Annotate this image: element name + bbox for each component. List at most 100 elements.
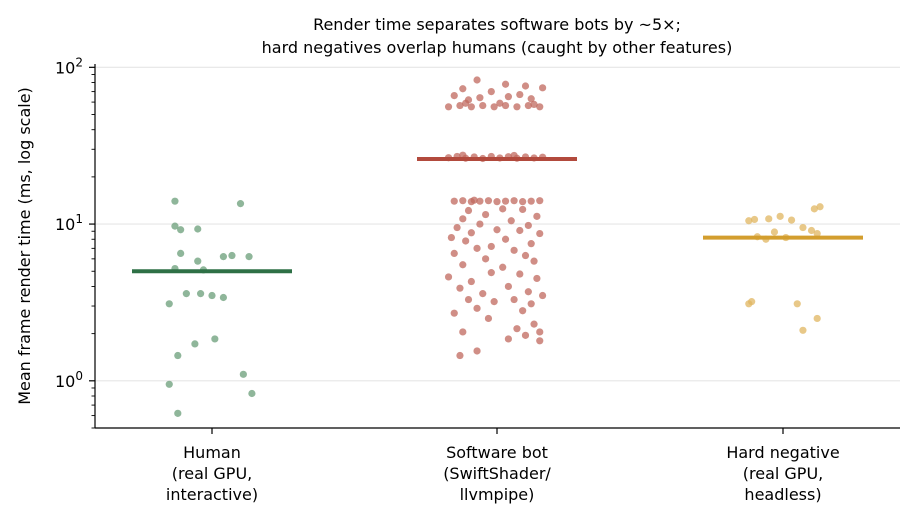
data-point [459, 151, 467, 159]
data-point [464, 295, 473, 304]
data-point [501, 197, 510, 205]
data-point [191, 340, 199, 348]
data-point [456, 351, 464, 360]
data-point [524, 288, 532, 296]
data-point [536, 229, 544, 238]
data-point [510, 295, 518, 304]
data-point [473, 347, 481, 355]
data-point [467, 277, 475, 286]
data-point [521, 251, 530, 260]
data-point [459, 85, 467, 93]
data-point [810, 205, 818, 213]
data-point [476, 197, 484, 205]
data-point [482, 255, 490, 263]
data-point [524, 101, 532, 110]
data-point [530, 100, 538, 109]
data-point [521, 331, 530, 339]
x-axis-category-labels: Human (real GPU, interactive) Software bot(… [166, 428, 840, 504]
data-point [239, 370, 247, 378]
data-point [487, 242, 495, 251]
data-point [459, 215, 467, 223]
data-point [504, 282, 512, 291]
data-point [501, 101, 510, 110]
data-point [447, 233, 455, 242]
data-point [487, 88, 495, 96]
data-point [807, 226, 816, 235]
data-point [527, 300, 535, 308]
data-point [745, 217, 753, 225]
y-axis-label: Mean frame render time (ms, log scale) [15, 87, 34, 405]
data-point [219, 293, 227, 302]
data-point [813, 229, 821, 238]
data-point [504, 93, 512, 101]
data-point [479, 290, 487, 298]
data-point [450, 92, 458, 100]
data-point [519, 307, 527, 315]
data-point [476, 220, 484, 228]
data-point [507, 217, 515, 225]
data-point [536, 337, 544, 345]
data-point [539, 84, 547, 92]
data-point [228, 251, 236, 260]
data-point [765, 215, 773, 223]
data-point [484, 197, 493, 205]
data-point [499, 205, 507, 213]
data-point [248, 389, 256, 398]
data-point [177, 226, 185, 234]
data-point [750, 215, 759, 224]
data-point [182, 290, 190, 298]
data-point [476, 94, 484, 102]
x-tick-label: Hard negative (real GPU, headless) [726, 443, 839, 504]
data-point [513, 325, 521, 333]
y-tick-label: 100 [55, 369, 83, 391]
data-point [499, 263, 507, 271]
data-point [524, 221, 532, 230]
data-point [236, 200, 245, 208]
data-point [799, 223, 807, 232]
data-point [462, 99, 470, 107]
data-point [527, 197, 535, 205]
data-point [501, 235, 510, 243]
data-point [208, 291, 216, 300]
data-point [450, 309, 458, 317]
data-point [174, 351, 182, 360]
data-point [536, 103, 544, 111]
data-point [171, 222, 179, 230]
gridlines [95, 66, 900, 382]
data-point [444, 273, 453, 281]
median-lines [132, 157, 863, 274]
data-point [459, 261, 467, 269]
data-point [470, 196, 478, 204]
data-point [513, 103, 521, 111]
data-point [490, 298, 498, 306]
data-point [490, 103, 498, 111]
data-point [745, 300, 753, 308]
y-tick-label: 102 [55, 55, 83, 77]
data-point [530, 257, 538, 265]
chart-title-line-1: Render time separates software bots by ~… [313, 15, 681, 34]
data-point [482, 210, 490, 219]
data-point [799, 326, 807, 334]
data-point [519, 205, 527, 214]
data-point [536, 328, 544, 336]
data-point [496, 99, 504, 107]
data-point [504, 335, 512, 343]
data-point [450, 249, 458, 257]
data-point [510, 246, 518, 254]
data-point [516, 270, 524, 278]
data-point [165, 380, 173, 388]
chart-title-line-2: hard negatives overlap humans (caught by… [262, 38, 733, 57]
data-point [487, 269, 495, 277]
data-point [516, 226, 524, 235]
data-points [165, 76, 824, 417]
data-point [462, 237, 470, 245]
data-point [473, 244, 481, 252]
data-point [194, 257, 202, 265]
y-tick-label: 101 [55, 212, 83, 234]
data-point [536, 197, 544, 205]
data-point [533, 212, 541, 220]
data-point [459, 197, 467, 205]
data-point [539, 291, 547, 300]
data-point [219, 253, 227, 261]
